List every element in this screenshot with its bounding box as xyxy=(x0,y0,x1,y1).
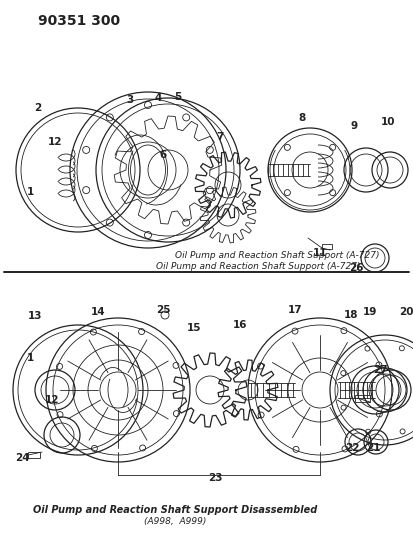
Text: 26: 26 xyxy=(349,263,363,273)
Text: 15: 15 xyxy=(187,323,201,333)
Text: Oil Pump and Reaction Shaft Support (A-727): Oil Pump and Reaction Shaft Support (A-7… xyxy=(156,262,361,271)
Text: 4: 4 xyxy=(154,93,161,103)
Bar xyxy=(322,244,332,249)
Text: Oil Pump and Reaction Shaft Support (A-727): Oil Pump and Reaction Shaft Support (A-7… xyxy=(175,251,380,260)
Text: 3: 3 xyxy=(126,95,134,105)
Text: 10: 10 xyxy=(381,117,395,127)
Text: 22: 22 xyxy=(345,443,359,453)
Text: 17: 17 xyxy=(288,305,302,315)
Text: 1: 1 xyxy=(26,353,33,363)
Text: 14: 14 xyxy=(91,307,105,317)
Text: 11: 11 xyxy=(313,248,327,258)
Text: 9: 9 xyxy=(351,121,358,131)
Text: 1: 1 xyxy=(26,187,33,197)
Text: 2: 2 xyxy=(34,103,42,113)
Text: (A998,  A999): (A998, A999) xyxy=(144,517,206,526)
Text: 27: 27 xyxy=(373,365,387,375)
Text: 18: 18 xyxy=(344,310,358,320)
Text: 16: 16 xyxy=(233,320,247,330)
Text: 6: 6 xyxy=(159,150,166,160)
Text: 24: 24 xyxy=(15,453,29,463)
Text: 21: 21 xyxy=(366,443,380,453)
Text: 13: 13 xyxy=(28,311,42,321)
Text: 90351 300: 90351 300 xyxy=(38,14,120,28)
Text: 25: 25 xyxy=(156,305,170,315)
Text: 23: 23 xyxy=(208,473,222,483)
Text: 8: 8 xyxy=(298,113,306,123)
Text: 5: 5 xyxy=(174,92,182,102)
Text: 20: 20 xyxy=(399,307,413,317)
Text: 12: 12 xyxy=(45,395,59,405)
Text: 7: 7 xyxy=(216,132,224,142)
Text: Oil Pump and Reaction Shaft Support Disassembled: Oil Pump and Reaction Shaft Support Disa… xyxy=(33,505,317,515)
Text: 12: 12 xyxy=(48,137,62,147)
Bar xyxy=(28,452,40,458)
Text: 19: 19 xyxy=(363,307,377,317)
Bar xyxy=(355,395,370,402)
